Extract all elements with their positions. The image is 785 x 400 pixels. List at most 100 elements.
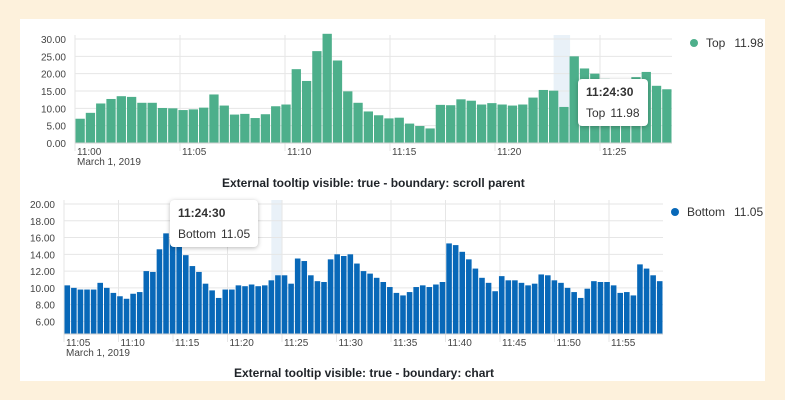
- bar: [176, 229, 182, 334]
- bar: [643, 268, 650, 334]
- bar: [222, 289, 229, 334]
- bar: [255, 286, 261, 334]
- bar: [75, 118, 85, 143]
- top-legend-dot: [690, 39, 698, 47]
- bar: [569, 56, 579, 144]
- bar: [558, 282, 564, 334]
- bar: [446, 105, 456, 143]
- bar: [268, 280, 275, 334]
- top-legend-label: Top: [706, 36, 726, 50]
- bar: [528, 97, 538, 143]
- x-tick-label: 11:25: [284, 338, 309, 349]
- bar: [393, 292, 400, 334]
- bar: [312, 51, 322, 144]
- y-tick-label: 25.00: [41, 52, 66, 63]
- bar: [650, 275, 656, 334]
- bar: [551, 280, 558, 334]
- bar: [229, 289, 235, 334]
- bar: [136, 292, 143, 334]
- bottom-tooltip: 11:24:30 Bottom 11.05: [170, 200, 259, 247]
- top-tooltip-series: Top: [586, 106, 606, 120]
- bar: [84, 289, 90, 334]
- bar: [456, 99, 466, 143]
- x-tick-label: 11:10: [287, 147, 312, 158]
- bar: [116, 96, 126, 143]
- bar: [156, 249, 163, 334]
- bar: [301, 261, 308, 334]
- bar: [413, 287, 419, 334]
- bar: [281, 104, 291, 143]
- y-tick-label: 18.00: [30, 217, 55, 228]
- y-tick-label: 10.00: [41, 104, 66, 115]
- x-tick-label: 11:25: [602, 147, 627, 158]
- bar: [373, 277, 380, 334]
- bar: [577, 297, 584, 334]
- bottom-chart: 6.00 8.00 10.00 12.00 14.00 16.00 18.00 20.00 11…: [30, 200, 663, 359]
- bar: [545, 275, 551, 334]
- y-tick-label: 30.00: [41, 35, 66, 46]
- bar: [452, 245, 459, 334]
- bar: [476, 104, 487, 143]
- bar: [433, 284, 439, 334]
- bar: [363, 111, 373, 143]
- bar: [419, 285, 426, 334]
- bar: [261, 285, 268, 334]
- bar: [229, 114, 240, 143]
- bar: [322, 33, 332, 143]
- bar: [518, 104, 528, 143]
- x-tick-label: 11:15: [175, 338, 200, 349]
- bar: [487, 103, 497, 143]
- bar: [630, 295, 637, 334]
- top-legend[interactable]: Top 11.98: [690, 36, 764, 50]
- bar: [137, 102, 147, 143]
- bar: [157, 107, 168, 143]
- bar: [235, 285, 242, 334]
- bar: [400, 295, 406, 334]
- bar: [275, 275, 281, 334]
- x-tick-label: 11:40: [448, 338, 473, 349]
- bar: [281, 275, 288, 334]
- bar: [143, 271, 150, 334]
- bar: [387, 287, 393, 334]
- bar: [525, 285, 531, 334]
- x-tick-label: 11:30: [339, 338, 364, 349]
- bar: [479, 277, 485, 334]
- y-tick-label: 6.00: [36, 317, 56, 328]
- bottom-legend-dot: [671, 208, 679, 216]
- bar: [308, 275, 314, 334]
- bar: [215, 297, 222, 334]
- bar: [415, 126, 425, 143]
- top-tooltip-value: 11.98: [610, 106, 640, 120]
- bottom-chart-title: External tooltip visible: true - boundar…: [234, 366, 495, 380]
- bar: [250, 118, 260, 143]
- bar: [321, 282, 327, 334]
- bottom-legend[interactable]: Bottom 11.05: [671, 205, 763, 219]
- bar: [103, 287, 110, 334]
- x-date-label: March 1, 2019: [77, 157, 141, 168]
- bar: [327, 259, 334, 334]
- bar: [651, 85, 662, 143]
- bottom-tooltip-time: 11:24:30: [178, 206, 226, 220]
- bar: [169, 239, 176, 334]
- bar: [498, 276, 505, 334]
- top-tooltip-time: 11:24:30: [586, 85, 634, 99]
- bar: [394, 117, 404, 143]
- bar: [591, 281, 597, 334]
- bar: [97, 282, 103, 334]
- x-tick-label: 11:20: [230, 338, 255, 349]
- bar: [96, 103, 106, 143]
- bar: [334, 254, 340, 334]
- bar: [301, 80, 312, 143]
- y-tick-label: 12.00: [30, 267, 55, 278]
- bottom-tooltip-value: 11.05: [221, 227, 251, 241]
- bar: [485, 282, 492, 334]
- chart-card: 0.00 5.00 10.00 15.00 20.00 25.00 30.00 11:00 11…: [20, 19, 765, 381]
- x-tick-label: 11:05: [66, 338, 91, 349]
- bar: [248, 284, 255, 334]
- bar: [294, 258, 301, 334]
- bar: [492, 291, 498, 334]
- bar: [624, 292, 630, 334]
- bar: [117, 296, 123, 334]
- bar: [406, 292, 413, 334]
- bar: [559, 106, 569, 143]
